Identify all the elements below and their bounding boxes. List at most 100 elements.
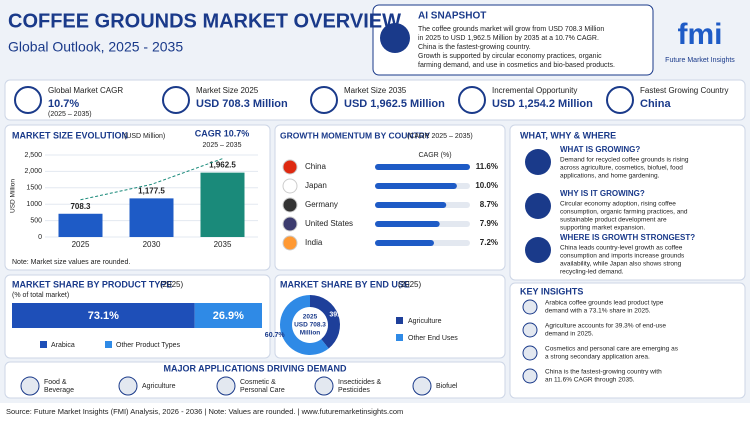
kpi-icon [310, 86, 338, 114]
footer-bar [0, 403, 750, 421]
application-icon [20, 376, 40, 396]
donut-center: 2025 [303, 314, 318, 321]
value-label: 73.1% [88, 310, 119, 322]
www-line: applications, and home gardening. [560, 173, 660, 180]
www-line: Circular economy adoption, rising coffee [560, 201, 676, 208]
kpi-value: 10.7% [48, 98, 79, 110]
insight-icon [522, 368, 538, 384]
snapshot-title: AI SNAPSHOT [418, 11, 486, 22]
www-heading: WHERE IS GROWTH STRONGEST? [560, 233, 695, 242]
kpi-value: USD 1,962.5 Million [344, 98, 445, 110]
panel-title: MARKET SIZE EVOLUTION [12, 130, 128, 140]
footer: Source: Future Market Insights (FMI) Ana… [6, 407, 403, 416]
y-tick-label: 1000 [26, 201, 42, 208]
kpi-label: Incremental Opportunity [492, 86, 577, 95]
snapshot-line: Growth is supported by circular economy … [418, 53, 602, 60]
value-label: 7.2% [480, 238, 498, 247]
panel-title: MARKET SHARE BY PRODUCT TYPE [12, 279, 172, 289]
bar [200, 172, 245, 237]
snapshot-icon [380, 23, 410, 53]
insight-line: an 11.6% CAGR through 2035. [545, 377, 635, 384]
legend-swatch [396, 334, 403, 341]
kpi-icon [162, 86, 190, 114]
bar [375, 183, 457, 189]
insight-line: Agriculture accounts for 39.3% of end-us… [545, 323, 666, 330]
www-line: consumption, organic farming practices, … [560, 209, 688, 216]
snapshot-line: The coffee grounds market will grow from… [418, 26, 604, 33]
bar [375, 202, 447, 208]
flag [282, 178, 298, 194]
country-label: Germany [305, 200, 338, 209]
legend-label: Other Product Types [116, 342, 181, 349]
kpi-icon [458, 86, 486, 114]
www-line: consumption and imports increase grounds [560, 253, 685, 260]
logo: fmi [678, 18, 723, 51]
country-label: Japan [305, 181, 327, 190]
application-icon [412, 376, 432, 396]
snapshot-line: in 2025 to USD 1,962.5 Million by 2035 a… [418, 35, 599, 42]
value-label: 26.9% [213, 310, 244, 322]
application-label: Beverage [44, 387, 74, 394]
donut-hole [292, 307, 328, 343]
panel-title: KEY INSIGHTS [520, 286, 583, 296]
www-heading: WHY IS IT GROWING? [560, 189, 645, 198]
flag [282, 197, 298, 213]
insight-icon [522, 345, 538, 361]
www-heading: WHAT IS GROWING? [560, 145, 640, 154]
legend-label: Arabica [51, 342, 75, 349]
y-tick-label: 1500 [26, 185, 42, 192]
value-label: 708.3 [70, 202, 91, 211]
y-axis-label: USD Million [10, 179, 17, 213]
y-tick-label: 0 [38, 234, 42, 241]
www-icon [525, 149, 551, 175]
axis-label: CAGR (%) [418, 152, 451, 159]
kpi-box [4, 79, 746, 121]
y-tick-label: 2,500 [24, 152, 42, 159]
insight-line: China is the fastest-growing country wit… [545, 369, 662, 376]
y-tick-label: 2,000 [24, 168, 42, 175]
x-tick-label: 2025 [72, 240, 90, 249]
value-label: 60.7% [265, 332, 286, 339]
y-tick-label: 500 [30, 217, 42, 224]
x-tick-label: 2035 [214, 240, 232, 249]
country-label: United States [305, 219, 353, 228]
application-label: Biofuel [436, 383, 458, 390]
country-label: China [305, 162, 326, 171]
kpi-icon [14, 86, 42, 114]
title: COFFEE GROUNDS MARKET OVERVIEW [8, 10, 401, 32]
legend-label: Agriculture [408, 318, 442, 325]
panel-year: (2025) [160, 280, 183, 289]
application-label: Cosmetic & [240, 379, 276, 386]
value-label: 8.7% [480, 200, 498, 209]
bar [375, 221, 440, 227]
application-icon [216, 376, 236, 396]
flag [282, 235, 298, 251]
donut-slice [310, 295, 340, 349]
value-label: 1,177.5 [138, 186, 165, 195]
www-line: across agriculture, cosmetics, biofuel, … [560, 165, 683, 172]
donut-center: Million [300, 330, 321, 337]
kpi-label: Fastest Growing Country [640, 86, 728, 95]
www-line: China leads country-level growth as coff… [560, 245, 683, 252]
kpi-label: Market Size 2025 [196, 86, 259, 95]
value-label: 11.6% [476, 162, 498, 171]
application-label: Agriculture [142, 383, 176, 390]
panel-year: (2025) [398, 280, 421, 289]
bar [375, 240, 434, 246]
kpi-value: China [640, 98, 671, 110]
flag [282, 159, 298, 175]
panel-title: GROWTH MOMENTUM BY COUNTRY [280, 130, 430, 140]
x-tick-label: 2030 [143, 240, 161, 249]
insight-line: a strong secondary application area. [545, 354, 650, 361]
country-label: India [305, 238, 323, 247]
insight-line: demand in 2025. [545, 331, 594, 338]
donut-center: USD 708.3 [294, 322, 326, 329]
value-label: 7.9% [480, 219, 498, 228]
panel [509, 282, 746, 399]
kpi-value: USD 1,254.2 Million [492, 98, 593, 110]
www-line: availability, while Japan also shows str… [560, 261, 682, 268]
kpi-label: Market Size 2035 [344, 86, 407, 95]
legend-label: Other End Uses [408, 335, 458, 342]
subtitle: Global Outlook, 2025 - 2035 [8, 39, 183, 55]
cagr-label: CAGR 10.7% [195, 128, 250, 138]
